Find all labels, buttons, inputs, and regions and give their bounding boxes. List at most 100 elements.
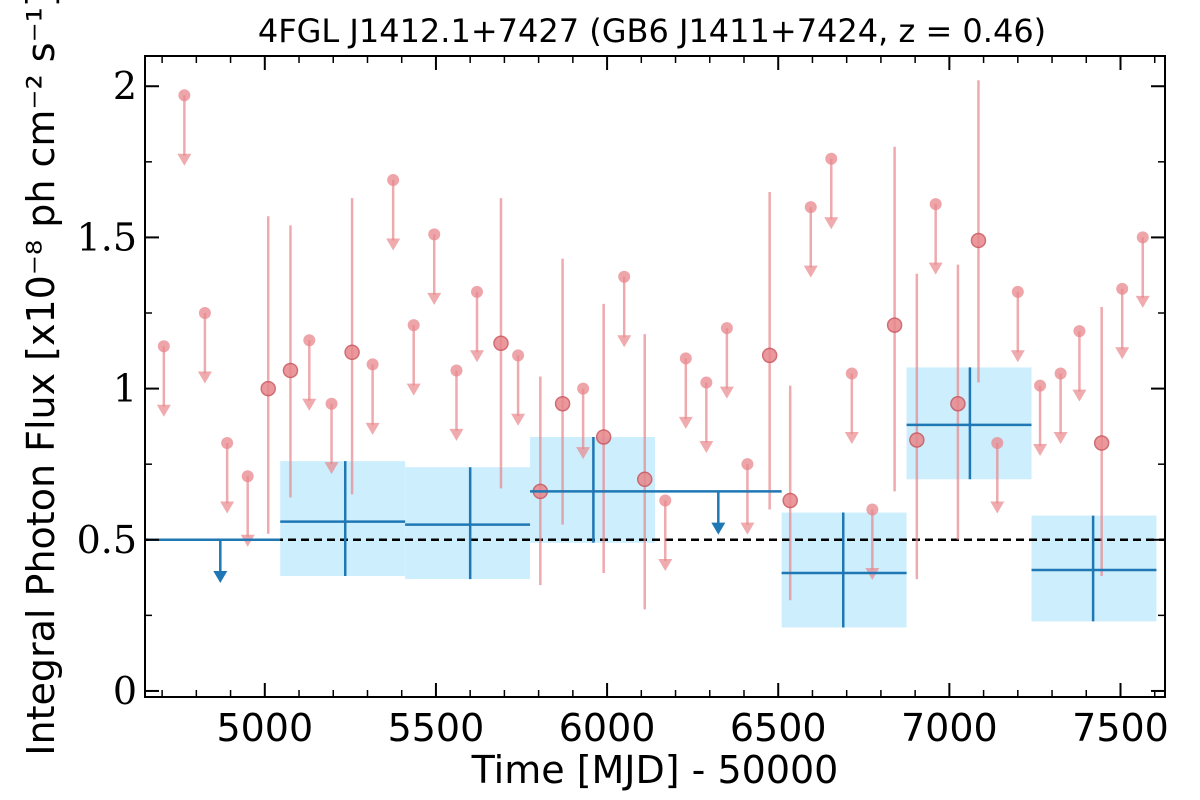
x-axis-label: Time [MJD] - 50000	[471, 748, 839, 792]
axis-ticks: 5000 5500 6000 6500 7000 7500 0 0.5 1 1.5 2	[77, 56, 1169, 750]
x-tick-label: 7000	[901, 706, 998, 750]
fine-upper-limit-arrow	[177, 153, 192, 166]
coarse-band	[405, 467, 531, 580]
y-tick-label: 1	[113, 367, 137, 411]
x-tick-label: 6500	[730, 706, 827, 750]
fine-upper-limit-point	[303, 334, 316, 347]
fine-upper-limit-point	[804, 201, 817, 214]
fine-upper-limit-arrow	[386, 238, 401, 251]
fine-upper-limit-point	[741, 458, 754, 471]
fine-upper-limit-arrow	[1115, 347, 1130, 360]
fine-upper-limit-point	[659, 494, 672, 507]
fine-upper-limit-point	[1136, 231, 1149, 244]
fine-upper-limit-point	[679, 352, 692, 365]
fine-upper-limit-arrow	[406, 383, 421, 396]
fine-upper-limit-arrow	[617, 335, 632, 348]
fine-detection-point	[260, 380, 276, 397]
fine-upper-limit-point	[618, 270, 631, 283]
fine-upper-limit-point	[428, 228, 441, 241]
y-tick-label: 0.5	[77, 518, 137, 562]
coarse-upper-limit-arrow	[213, 571, 228, 584]
fine-detection-point	[909, 432, 925, 448]
fine-upper-limit-arrow	[803, 265, 818, 278]
y-tick-label: 2	[113, 64, 137, 108]
fine-upper-limit-arrow	[324, 462, 339, 475]
fine-upper-limit-point	[407, 319, 420, 332]
fine-upper-limit-point	[720, 322, 733, 335]
fine-upper-limit-point	[366, 358, 379, 371]
fine-upper-limit-arrow	[220, 501, 235, 514]
fine-upper-limit-arrow	[470, 350, 485, 363]
fine-upper-limit-point	[157, 340, 170, 353]
y-tick-label: 1.5	[77, 215, 137, 259]
fine-detection-point	[282, 362, 299, 379]
fine-detection-point	[493, 335, 509, 351]
fine-upper-limit-arrow	[302, 398, 317, 411]
fine-upper-limit-arrow	[197, 371, 212, 384]
fine-upper-limit-point	[1054, 367, 1067, 380]
fine-upper-limit-point	[221, 437, 234, 450]
fine-upper-limit-arrow	[1010, 350, 1025, 363]
fine-upper-limit-arrow	[1072, 389, 1087, 402]
x-tick-label: 7500	[1072, 706, 1169, 750]
chart-title: 4FGL J1412.1+7427 (GB6 J1411+7424, z = 0…	[258, 12, 1046, 50]
coarse-series	[148, 367, 1157, 628]
fine-upper-limit-arrow	[844, 431, 859, 444]
fine-detection-point	[950, 395, 966, 412]
fine-upper-limit-point	[866, 503, 879, 516]
fine-upper-limit-point	[577, 382, 590, 395]
coarse-band	[280, 461, 406, 577]
fine-upper-limit-point	[1034, 379, 1047, 392]
fine-upper-limit-point	[929, 198, 942, 211]
fine-detection-point	[970, 232, 987, 249]
fine-upper-limit-arrow	[427, 292, 442, 305]
fine-upper-limit-arrow	[719, 386, 734, 399]
fine-upper-limit-point	[700, 376, 713, 389]
fine-upper-limit-point	[387, 173, 400, 186]
fine-upper-limit-arrow	[928, 262, 943, 275]
fine-upper-limit-point	[325, 397, 338, 410]
fine-series	[156, 80, 1150, 610]
fine-detection-point	[886, 317, 903, 333]
fine-upper-limit-arrow	[156, 404, 171, 417]
fine-upper-limit-arrow	[576, 447, 591, 460]
fine-detection-point	[344, 344, 360, 361]
fine-upper-limit-point	[198, 307, 211, 320]
fine-upper-limit-arrow	[365, 422, 380, 435]
fine-upper-limit-point	[512, 349, 525, 362]
fine-detection-point	[761, 347, 778, 364]
fine-upper-limit-arrow	[658, 558, 673, 571]
coarse-upper-limit-arrow	[711, 522, 726, 535]
fine-upper-limit-arrow	[449, 428, 464, 441]
fine-upper-limit-point	[1011, 285, 1024, 298]
fine-upper-limit-arrow	[1053, 431, 1068, 444]
y-tick-label: 0	[113, 669, 137, 713]
fine-upper-limit-point	[1116, 282, 1129, 295]
plot-area-border	[144, 55, 1166, 698]
fine-upper-limit-arrow	[990, 501, 1005, 514]
x-tick-label: 5500	[388, 706, 485, 750]
x-tick-label: 5000	[216, 706, 313, 750]
fine-upper-limit-arrow	[824, 217, 839, 230]
x-tick-label: 6000	[559, 706, 656, 750]
fine-detection-point	[1093, 435, 1110, 451]
y-axis-label: Integral Photon Flux [x10⁻⁸ ph cm⁻² s⁻¹]	[19, 0, 63, 756]
fine-upper-limit-point	[471, 285, 484, 298]
fine-upper-limit-point	[450, 364, 463, 377]
fine-detection-point	[595, 429, 612, 445]
fine-upper-limit-point	[1073, 325, 1086, 338]
fine-upper-limit-point	[845, 367, 858, 380]
fine-detection-point	[636, 471, 653, 488]
fine-upper-limit-arrow	[740, 522, 755, 535]
fine-upper-limit-point	[991, 437, 1004, 450]
fine-upper-limit-point	[178, 89, 191, 102]
plot-frame	[144, 55, 1166, 698]
fine-upper-limit-arrow	[699, 441, 714, 454]
fine-detection-point	[782, 492, 798, 509]
fine-upper-limit-arrow	[1135, 295, 1150, 308]
fine-upper-limit-arrow	[511, 413, 526, 426]
fine-upper-limit-point	[241, 470, 254, 483]
fine-upper-limit-arrow	[678, 416, 693, 429]
fine-upper-limit-arrow	[1033, 444, 1048, 457]
